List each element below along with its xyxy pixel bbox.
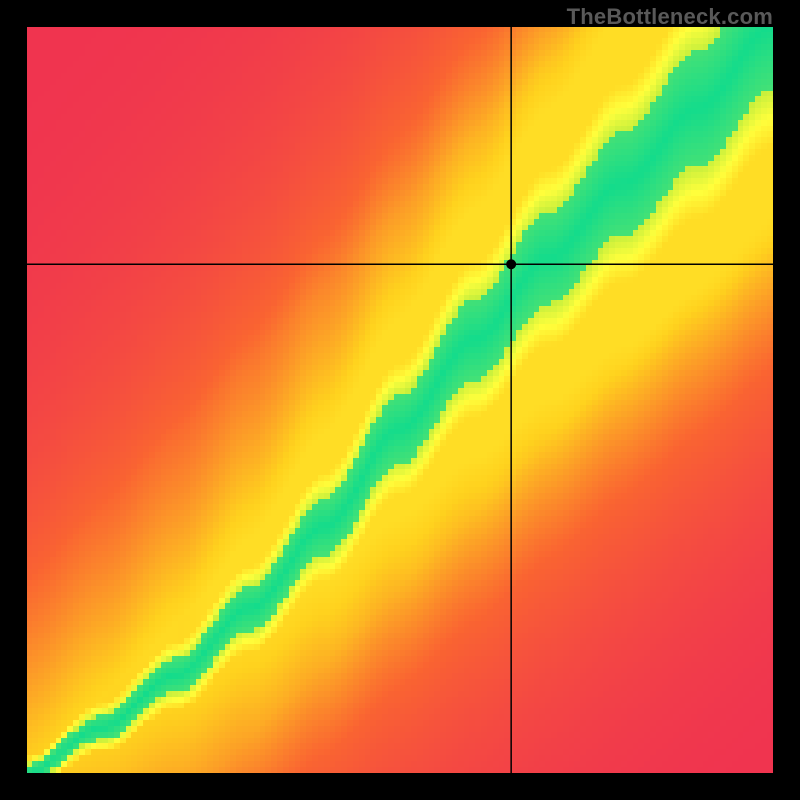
chart-container: TheBottleneck.com — [0, 0, 800, 800]
watermark-text: TheBottleneck.com — [567, 4, 773, 30]
bottleneck-heatmap — [27, 27, 773, 773]
